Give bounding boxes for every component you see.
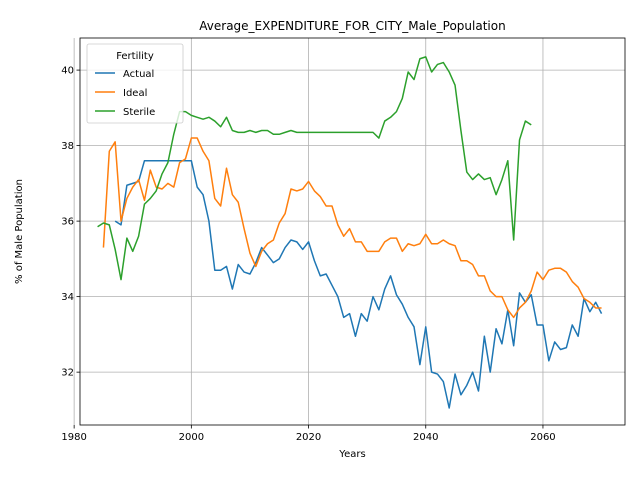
- legend: Fertility Actual Ideal Sterile: [86, 43, 184, 124]
- x-tick-label: 2040: [413, 432, 438, 443]
- legend-label-ideal: Ideal: [123, 88, 147, 99]
- y-tick-label: 38: [61, 141, 74, 152]
- series-line-sterile: [97, 56, 532, 281]
- chart-title: Average_EXPENDITURE_FOR_CITY_Male_Popula…: [199, 19, 505, 33]
- legend-label-actual: Actual: [123, 69, 154, 80]
- x-axis-title: Years: [338, 449, 365, 460]
- y-tick-label: 36: [61, 217, 74, 228]
- series-line-actual: [114, 159, 603, 409]
- x-axis: 1980 2000 2020 2040 2060: [61, 425, 556, 443]
- legend-label-sterile: Sterile: [123, 107, 155, 118]
- y-axis-title: % of Male Population: [14, 179, 25, 284]
- x-tick-label: 2060: [530, 432, 555, 443]
- legend-box: [86, 43, 184, 124]
- x-tick-label: 2000: [179, 432, 204, 443]
- series-line-ideal: [102, 137, 602, 319]
- x-tick-label: 2020: [296, 432, 321, 443]
- legend-title: Fertility: [116, 51, 154, 62]
- x-tick-label: 1980: [61, 432, 86, 443]
- series-layer: [97, 56, 603, 409]
- legend-entries: Actual Ideal Sterile: [95, 69, 155, 118]
- y-axis: 32 34 36 38 40: [61, 66, 80, 379]
- y-tick-label: 32: [61, 368, 74, 379]
- y-tick-label: 40: [61, 66, 74, 77]
- y-tick-label: 34: [61, 292, 74, 303]
- plot-area-frame: [79, 37, 626, 426]
